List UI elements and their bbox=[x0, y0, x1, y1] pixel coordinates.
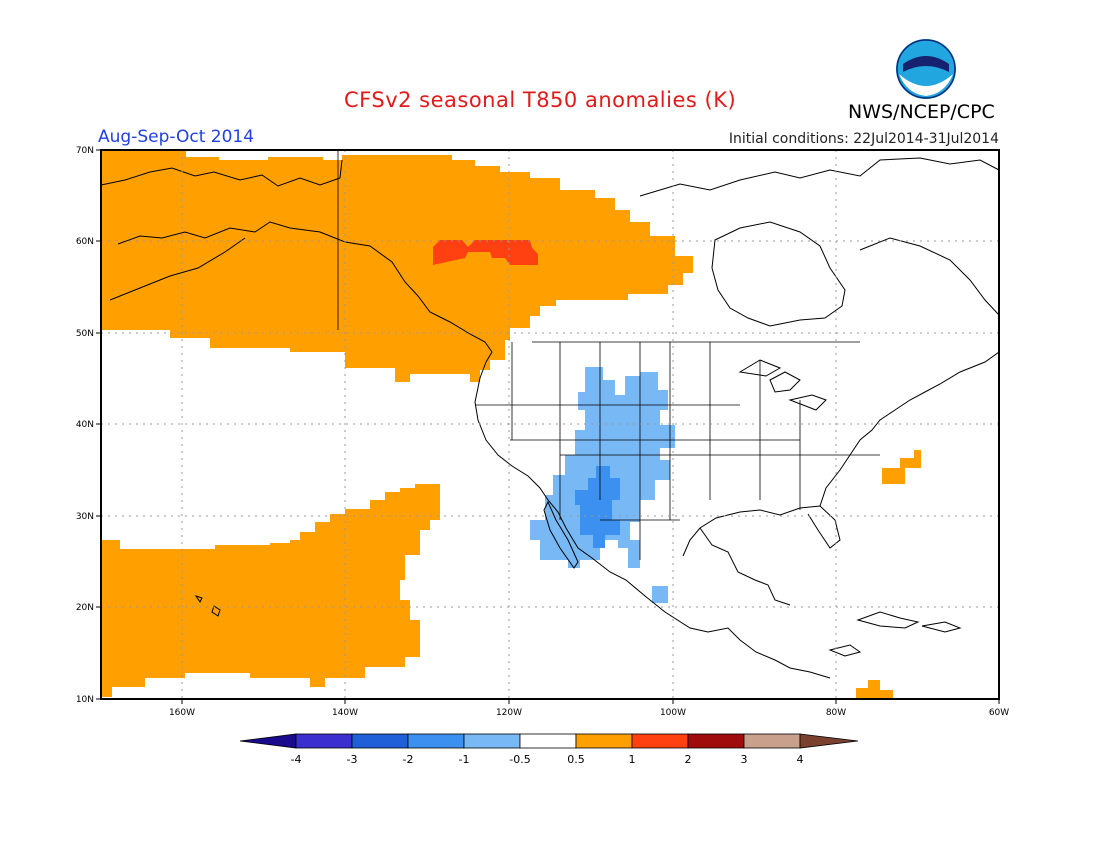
coastlines bbox=[101, 157, 999, 679]
colorbar-segment bbox=[295, 733, 353, 749]
colorbar-label: -3 bbox=[347, 753, 358, 766]
forecast-period: Aug-Sep-Oct 2014 bbox=[98, 127, 255, 147]
colorbar-segment bbox=[799, 733, 859, 749]
colorbar-segment bbox=[575, 733, 633, 749]
lat-label-30n: 30N bbox=[76, 512, 94, 522]
colorbar-label: 4 bbox=[797, 753, 804, 766]
strong-positive-anomaly bbox=[433, 240, 538, 265]
colorbar-label: -1 bbox=[459, 753, 470, 766]
lat-label-40n: 40N bbox=[76, 420, 94, 430]
lat-label-50n: 50N bbox=[76, 329, 94, 339]
lat-label-20n: 20N bbox=[76, 603, 94, 613]
lat-label-10n: 10N bbox=[76, 695, 94, 705]
lon-label-160w: 160W bbox=[169, 708, 195, 718]
positive-anomaly-south bbox=[101, 484, 440, 697]
agency-label: NWS/NCEP/CPC bbox=[848, 101, 995, 123]
stronger-negative-anomaly bbox=[575, 466, 620, 548]
initial-conditions: Initial conditions: 22Jul2014-31Jul2014 bbox=[728, 131, 999, 147]
lon-label-60w: 60W bbox=[989, 708, 1009, 718]
positive-anomaly-caribbean bbox=[856, 680, 893, 699]
colorbar-segment bbox=[687, 733, 745, 749]
lon-label-80w: 80W bbox=[826, 708, 846, 718]
tick-marks bbox=[96, 149, 1000, 704]
colorbar-label: -0.5 bbox=[509, 753, 530, 766]
chart-title: CFSv2 seasonal T850 anomalies (K) bbox=[344, 88, 737, 112]
colorbar-segment bbox=[239, 733, 297, 749]
state-borders bbox=[337, 150, 880, 560]
colorbar-segment bbox=[743, 733, 801, 749]
longitude-labels: 160W 140W 120W 100W 80W 60W bbox=[169, 708, 1009, 718]
colorbar-label: -4 bbox=[291, 753, 302, 766]
lon-label-100w: 100W bbox=[660, 708, 686, 718]
colorbar-label: 0.5 bbox=[567, 753, 585, 766]
graticule bbox=[101, 150, 999, 699]
anomaly-shading bbox=[101, 150, 921, 699]
colorbar-segment bbox=[407, 733, 465, 749]
colorbar-label: 3 bbox=[741, 753, 748, 766]
lat-label-60n: 60N bbox=[76, 237, 94, 247]
positive-anomaly-atlantic bbox=[882, 450, 921, 484]
lon-label-120w: 120W bbox=[496, 708, 522, 718]
colorbar-segment bbox=[351, 733, 409, 749]
colorbar-segment bbox=[519, 733, 577, 749]
colorbar-label: -2 bbox=[403, 753, 414, 766]
lon-label-140w: 140W bbox=[332, 708, 358, 718]
colorbar bbox=[239, 733, 859, 749]
colorbar-labels: -4 -3 -2 -1 -0.5 0.5 1 2 3 4 bbox=[291, 753, 804, 766]
negative-anomaly-small bbox=[652, 586, 668, 603]
lat-label-70n: 70N bbox=[76, 146, 94, 156]
positive-anomaly-north bbox=[101, 150, 693, 382]
colorbar-segment bbox=[463, 733, 521, 749]
noaa-logo-icon bbox=[896, 39, 956, 99]
latitude-labels: 70N 60N 50N 40N 30N 20N 10N bbox=[76, 146, 94, 705]
colorbar-label: 1 bbox=[629, 753, 636, 766]
colorbar-label: 2 bbox=[685, 753, 692, 766]
colorbar-segment bbox=[631, 733, 689, 749]
